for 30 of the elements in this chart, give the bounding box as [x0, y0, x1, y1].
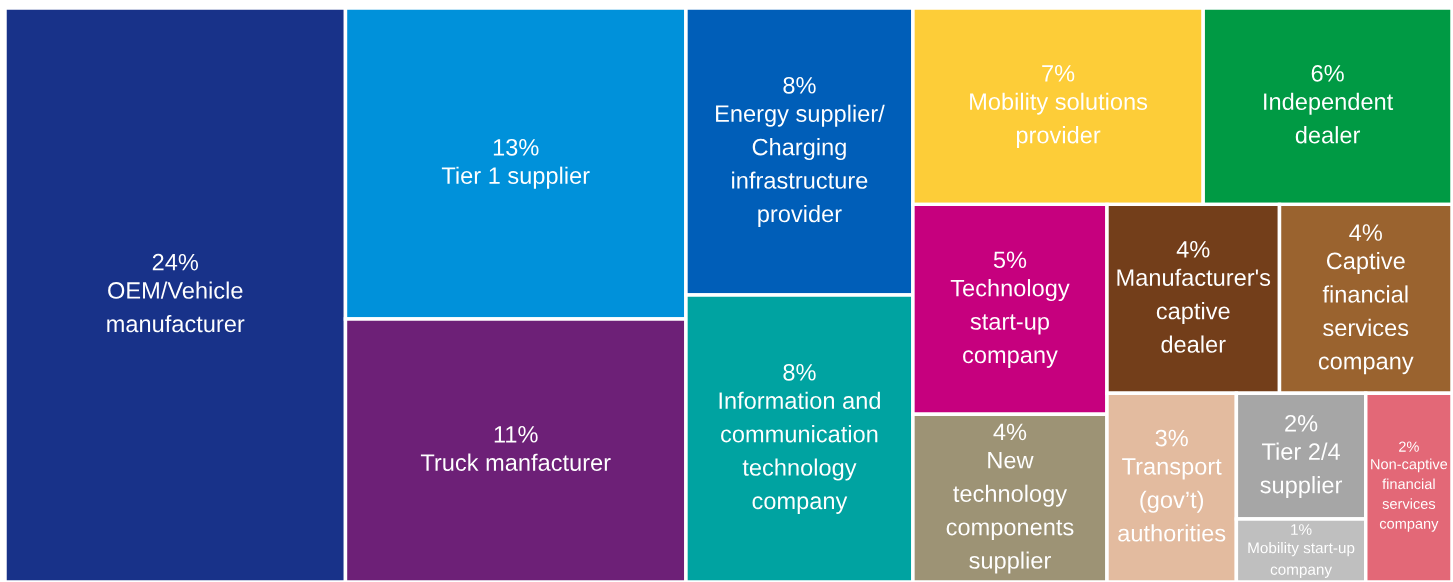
data-label: 4% — [993, 423, 1027, 441]
data-label: 2% — [1399, 441, 1419, 452]
category-label: Energy supplier/ Charging infrastructure provider — [716, 104, 885, 227]
category-label: Tier 2/4 supplier — [1260, 442, 1343, 499]
category-label: Technology start-up company — [950, 279, 1070, 368]
category-label: New technology components supplier — [946, 452, 1074, 574]
data-label: 4% — [1349, 224, 1382, 241]
data-label: 8% — [783, 76, 816, 94]
data-label: 4% — [1176, 241, 1210, 258]
category-label: Manufacturer's captive dealer — [1117, 268, 1271, 353]
category-label: Captive financial services company — [1318, 251, 1414, 375]
data-label: 11% — [494, 426, 538, 443]
category-label: Information and communication technology company — [719, 391, 880, 514]
data-label: 13% — [493, 138, 539, 156]
category-label: Independent dealer — [1264, 92, 1394, 144]
data-label: 5% — [993, 251, 1027, 269]
data-label: 2% — [1285, 414, 1318, 432]
category-label: Mobility start-up company — [1248, 542, 1355, 578]
data-label: 1% — [1291, 524, 1312, 535]
category-label: Non-captive financial services company — [1371, 458, 1448, 532]
data-label: 8% — [783, 363, 816, 381]
data-label: 6% — [1311, 64, 1344, 82]
category-label: Tier 1 supplier — [441, 166, 590, 189]
data-label: 7% — [1042, 65, 1075, 82]
category-label: OEM/Vehicle manufacturer — [107, 281, 245, 333]
category-label: Transport (gov’t) authorities — [1118, 458, 1226, 542]
data-label: 3% — [1155, 429, 1188, 447]
category-label: Mobility solutions provider — [970, 92, 1148, 149]
category-label: Truck manfacturer — [420, 453, 611, 471]
data-label: 24% — [152, 253, 199, 271]
